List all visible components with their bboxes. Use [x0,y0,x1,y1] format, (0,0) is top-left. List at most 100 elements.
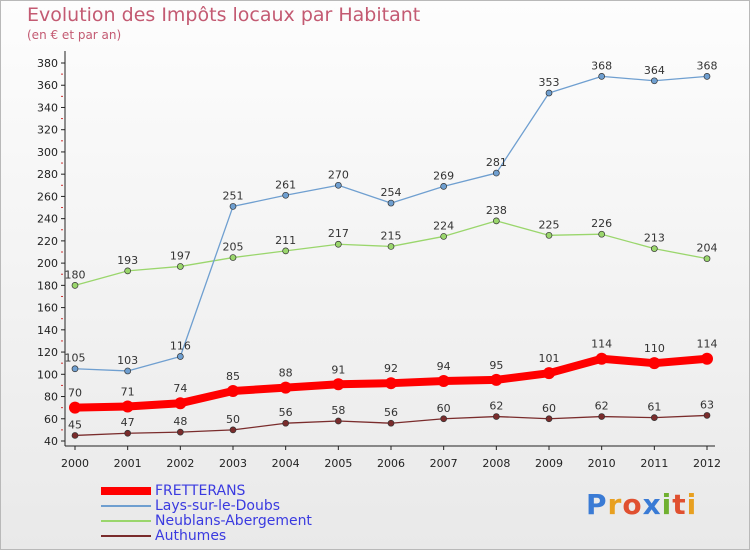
y-tick-label: 160 [37,302,58,315]
data-label: 85 [226,370,240,383]
y-tick-label: 360 [37,79,58,92]
data-label: 110 [644,342,665,355]
data-label: 217 [328,227,349,240]
data-label: 180 [65,268,86,281]
legend-label: Authumes [155,528,227,544]
data-point [650,77,658,85]
x-tick-label: 2002 [166,457,194,470]
data-label: 71 [121,386,135,399]
data-label: 364 [644,64,665,77]
data-label: 254 [381,186,402,199]
data-point [648,357,661,370]
data-point [598,413,606,420]
data-point [229,203,237,210]
data-label: 50 [226,413,240,426]
data-point [440,233,448,240]
y-tick-label: 80 [44,391,58,404]
data-point [279,381,292,394]
data-point [229,426,237,434]
data-point [387,199,395,207]
data-label: 62 [595,400,609,413]
data-point [385,377,397,390]
x-tick-label: 2012 [693,457,721,470]
data-point [545,231,553,239]
series-line-lays-sur-le-doubs [74,75,708,372]
logo-letter: x [642,488,662,521]
data-label: 114 [697,338,718,351]
data-point [650,414,658,422]
data-point [176,428,184,436]
data-label: 70 [68,387,82,400]
x-tick-label: 2010 [588,457,616,470]
data-label: 205 [223,241,244,254]
data-label: 213 [644,232,665,245]
logo-letter: t [672,488,687,521]
y-tick-label: 200 [37,257,58,270]
data-label: 116 [170,340,191,353]
y-tick-label: 340 [37,101,58,114]
data-label: 56 [279,406,293,419]
data-label: 60 [437,402,451,415]
data-point [121,400,134,413]
data-label: 95 [489,359,503,372]
x-tick-label: 2011 [640,457,668,470]
data-point [440,183,448,190]
data-label: 105 [65,352,86,365]
y-tick-label: 40 [44,435,58,448]
data-label: 204 [697,242,718,255]
data-label: 60 [542,402,556,415]
data-label: 88 [279,367,293,380]
data-label: 224 [433,219,454,232]
logo-letter: i [661,488,673,521]
data-label: 63 [700,398,714,411]
data-point [703,72,711,80]
data-label: 91 [331,363,345,376]
data-point [490,373,503,386]
legend-swatch [101,535,151,537]
data-label: 48 [173,415,187,428]
y-tick-label: 240 [37,213,58,226]
x-tick-label: 2001 [114,457,142,470]
legend-label: FRETTERANS [155,483,246,499]
data-point [334,417,342,425]
y-tick-label: 220 [37,235,58,248]
data-point [229,254,237,261]
data-point [598,230,606,238]
logo-letter: i [686,488,698,521]
data-point [71,282,79,289]
data-point [545,415,553,423]
data-point [545,89,553,97]
data-point [282,191,290,199]
data-point [282,419,290,427]
data-point [437,374,450,387]
data-point [598,72,606,80]
data-label: 281 [486,156,507,169]
logo-letter: P [586,488,608,521]
y-tick-label: 60 [44,413,58,426]
data-label: 47 [121,416,135,429]
data-label: 197 [170,249,191,262]
logo-letter: o [622,488,643,521]
data-point [69,401,81,414]
y-tick-label: 260 [37,190,58,203]
x-tick-label: 2007 [430,457,458,470]
x-tick-label: 2009 [535,457,563,470]
legend-swatch [101,505,151,507]
y-tick-label: 180 [37,279,58,292]
data-point [703,412,711,419]
data-point [332,378,345,391]
y-tick-label: 300 [37,146,58,159]
data-label: 238 [486,204,507,217]
y-tick-label: 320 [37,124,58,137]
data-label: 101 [539,352,560,365]
data-label: 211 [275,234,296,247]
x-tick-label: 2003 [219,457,247,470]
data-point [282,247,290,255]
chart-title: Evolution des Impôts locaux par Habitant [27,4,421,26]
data-label: 58 [331,404,345,417]
legend-swatch [101,487,151,495]
data-point [703,255,711,263]
data-point [387,243,395,250]
